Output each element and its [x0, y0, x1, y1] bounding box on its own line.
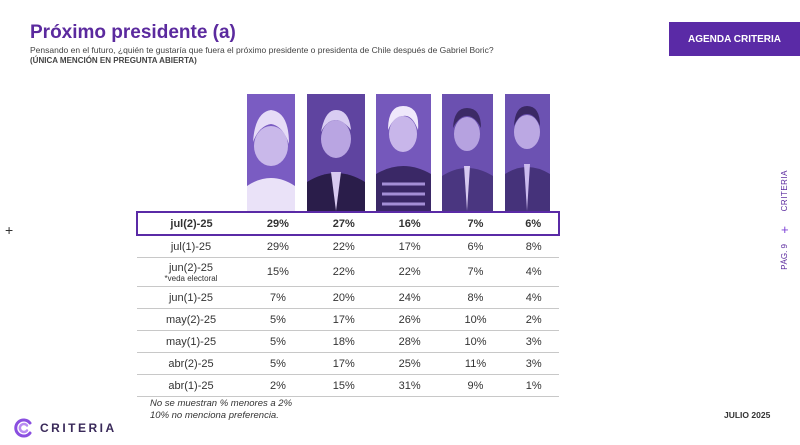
plus-icon: +	[5, 222, 14, 238]
table-cell: 4%	[508, 286, 559, 309]
table-cell: 11%	[442, 352, 509, 375]
footnote-threshold: No se muestran % menores a 2%	[150, 398, 293, 409]
row-label: abr(1)-25	[137, 374, 245, 397]
table-row: may(1)-25 5% 18% 28% 10% 3%	[137, 330, 559, 353]
candidate-photo-4	[442, 94, 493, 211]
table-cell: 18%	[310, 330, 377, 353]
candidate-photo-3	[376, 94, 431, 211]
row-label: abr(2)-25	[137, 352, 245, 375]
table-cell: 3%	[508, 352, 559, 375]
table-cell: 17%	[310, 352, 377, 375]
criteria-logo: CRITERIA	[14, 418, 117, 438]
table-cell: 3%	[508, 330, 559, 353]
table-cell: 15%	[310, 374, 377, 397]
report-date: JULIO 2025	[724, 410, 771, 420]
table-cell: 17%	[376, 235, 443, 258]
table-cell: 15%	[245, 257, 311, 287]
candidate-photo-2	[307, 94, 365, 211]
table-row: jun(2)-25 *veda electoral 15% 22% 22% 7% 4%	[137, 257, 559, 287]
row-label-text: abr(1)-25	[168, 379, 214, 392]
table-cell: 4%	[508, 257, 559, 287]
page-title: Próximo presidente (a)	[30, 22, 236, 43]
table-cell: 5%	[245, 352, 311, 375]
row-label: jul(1)-25	[137, 235, 245, 258]
table-cell: 5%	[245, 330, 311, 353]
table-row: jul(2)-25 29% 27% 16% 7% 6%	[136, 211, 560, 236]
table-cell: 17%	[310, 308, 377, 331]
table-row: jul(1)-25 29% 22% 17% 6% 8%	[137, 235, 559, 258]
row-label-text: jun(1)-25	[168, 291, 214, 304]
table-row: jun(1)-25 7% 20% 24% 8% 4%	[137, 286, 559, 309]
table-cell: 10%	[442, 308, 509, 331]
table-cell: 25%	[376, 352, 443, 375]
row-sublabel: *veda electoral	[164, 273, 218, 283]
row-label: jun(2)-25 *veda electoral	[137, 257, 245, 287]
row-label-text: jun(2)-25	[168, 261, 214, 274]
table-cell: 31%	[376, 374, 443, 397]
table-row: abr(2)-25 5% 17% 25% 11% 3%	[137, 352, 559, 375]
table-cell: 6%	[508, 211, 560, 236]
row-label-text: may(2)-25	[165, 313, 217, 326]
table-cell: 7%	[442, 211, 509, 236]
row-label: jul(2)-25	[136, 211, 245, 236]
table-cell: 2%	[245, 374, 311, 397]
table-cell: 1%	[508, 374, 559, 397]
table-cell: 20%	[310, 286, 377, 309]
row-label-text: may(1)-25	[165, 335, 217, 348]
table-cell: 26%	[376, 308, 443, 331]
table-cell: 5%	[245, 308, 311, 331]
table-cell: 29%	[245, 235, 311, 258]
criteria-logo-text: CRITERIA	[40, 421, 117, 435]
criteria-logo-icon	[14, 418, 32, 438]
question-note: (ÚNICA MENCIÓN EN PREGUNTA ABIERTA)	[30, 56, 197, 65]
table-cell: 7%	[442, 257, 509, 287]
candidate-photo-1	[247, 94, 295, 211]
row-label-text: abr(2)-25	[168, 357, 214, 370]
table-cell: 22%	[310, 257, 377, 287]
table-cell: 24%	[376, 286, 443, 309]
table-cell: 2%	[508, 308, 559, 331]
question-text: Pensando en el futuro, ¿quién te gustarí…	[30, 45, 494, 55]
poll-table: jul(2)-25 29% 27% 16% 7% 6% jul(1)-25 29% 22% 17%…	[136, 211, 560, 397]
table-cell: 16%	[376, 211, 443, 236]
table-cell: 7%	[245, 286, 311, 309]
table-cell: 8%	[508, 235, 559, 258]
table-cell: 6%	[442, 235, 509, 258]
footnote-no-preference: 10% no menciona preferencia.	[150, 410, 279, 421]
table-cell: 8%	[442, 286, 509, 309]
agenda-criteria-button[interactable]: AGENDA CRITERIA	[669, 22, 800, 56]
row-label: jun(1)-25	[137, 286, 245, 309]
table-cell: 29%	[245, 211, 311, 236]
table-cell: 10%	[442, 330, 509, 353]
row-label-text: jul(1)-25	[170, 240, 212, 253]
side-label: CRITERIA + PÁG. 9	[780, 170, 794, 280]
side-brand: CRITERIA	[780, 170, 789, 212]
table-cell: 9%	[442, 374, 509, 397]
plus-icon: +	[781, 222, 789, 237]
table-cell: 22%	[310, 235, 377, 258]
table-cell: 27%	[310, 211, 377, 236]
table-row: may(2)-25 5% 17% 26% 10% 2%	[137, 308, 559, 331]
candidate-photo-5	[505, 94, 550, 211]
table-row: abr(1)-25 2% 15% 31% 9% 1%	[137, 374, 559, 397]
table-cell: 28%	[376, 330, 443, 353]
row-label: may(2)-25	[137, 308, 245, 331]
page-number: PÁG. 9	[780, 244, 789, 270]
row-label: may(1)-25	[137, 330, 245, 353]
row-label-text: jul(2)-25	[170, 217, 213, 230]
table-cell: 22%	[376, 257, 443, 287]
